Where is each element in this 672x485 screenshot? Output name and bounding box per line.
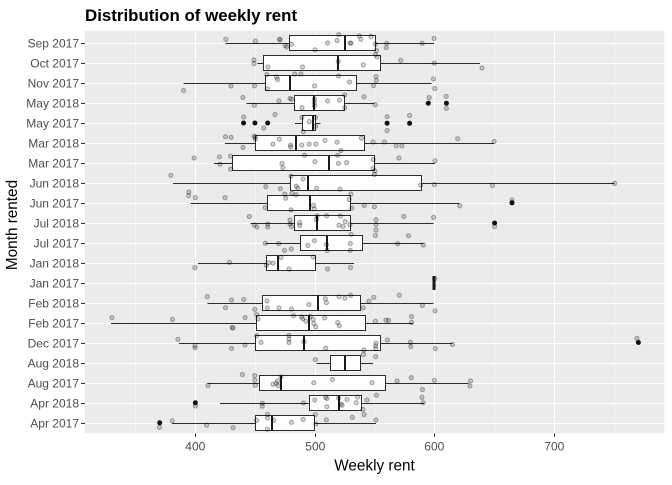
svg-text:Aug 2018: Aug 2018 [28,356,80,370]
svg-text:Dec 2017: Dec 2017 [28,336,80,350]
svg-text:Feb 2018: Feb 2018 [28,296,79,310]
svg-text:600: 600 [424,439,444,453]
svg-text:Mar 2018: Mar 2018 [28,136,79,150]
svg-text:Jun 2018: Jun 2018 [30,176,80,190]
svg-text:700: 700 [544,439,564,453]
svg-text:Jan 2018: Jan 2018 [30,256,80,270]
svg-text:400: 400 [185,439,205,453]
svg-text:Aug 2017: Aug 2017 [28,376,80,390]
svg-text:Jul 2017: Jul 2017 [34,236,80,250]
svg-text:Oct 2017: Oct 2017 [30,56,79,70]
svg-text:Apr 2018: Apr 2018 [30,396,79,410]
svg-text:Weekly rent: Weekly rent [334,458,415,475]
svg-text:Jan 2017: Jan 2017 [30,276,80,290]
svg-text:Month rented: Month rented [4,180,21,270]
svg-text:May 2018: May 2018 [26,96,79,110]
svg-text:Jun 2017: Jun 2017 [30,196,80,210]
svg-text:May 2017: May 2017 [26,116,79,130]
svg-text:500: 500 [305,439,325,453]
svg-text:Feb 2017: Feb 2017 [28,316,79,330]
svg-text:Apr 2017: Apr 2017 [30,416,79,430]
svg-text:Distribution of weekly rent: Distribution of weekly rent [85,6,297,25]
svg-text:Jul 2018: Jul 2018 [34,216,80,230]
svg-text:Nov 2017: Nov 2017 [28,76,80,90]
svg-text:Mar 2017: Mar 2017 [28,156,79,170]
svg-text:Sep 2017: Sep 2017 [28,36,80,50]
